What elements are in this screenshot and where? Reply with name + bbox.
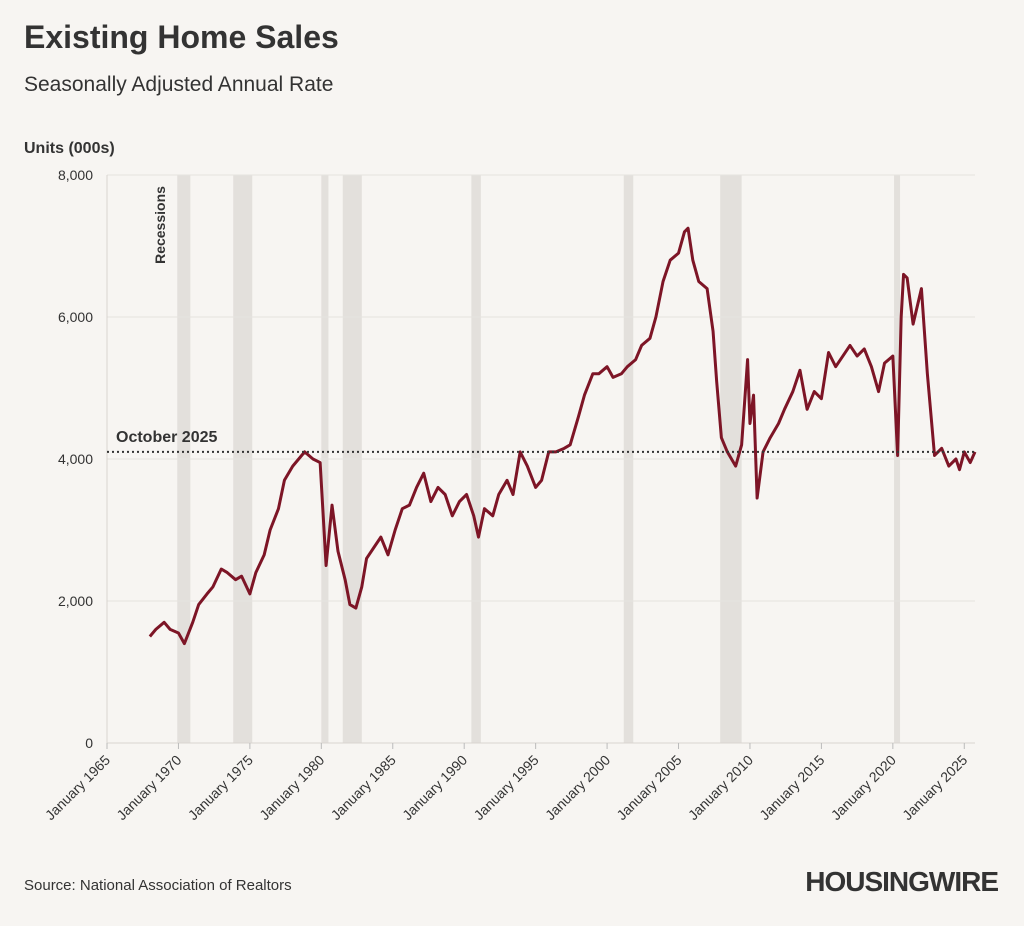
brand-logo: HOUSINGWIRE — [805, 866, 998, 897]
y-tick-label: 4,000 — [58, 451, 93, 467]
reference-label: October 2025 — [116, 429, 217, 446]
series-line — [148, 226, 977, 646]
y-tick-label: 0 — [85, 735, 93, 751]
chart-subtitle: Seasonally Adjusted Annual Rate — [24, 73, 333, 96]
source: Source: National Association of Realtors — [24, 877, 292, 894]
y-tick-label: 6,000 — [58, 309, 93, 325]
chart-title: Existing Home Sales — [24, 19, 339, 55]
y-tick-label: 8,000 — [58, 167, 93, 183]
y-tick-label: 2,000 — [58, 593, 93, 609]
y-axis-label: Units (000s) — [24, 140, 115, 157]
recession-label: Recessions — [152, 186, 168, 264]
